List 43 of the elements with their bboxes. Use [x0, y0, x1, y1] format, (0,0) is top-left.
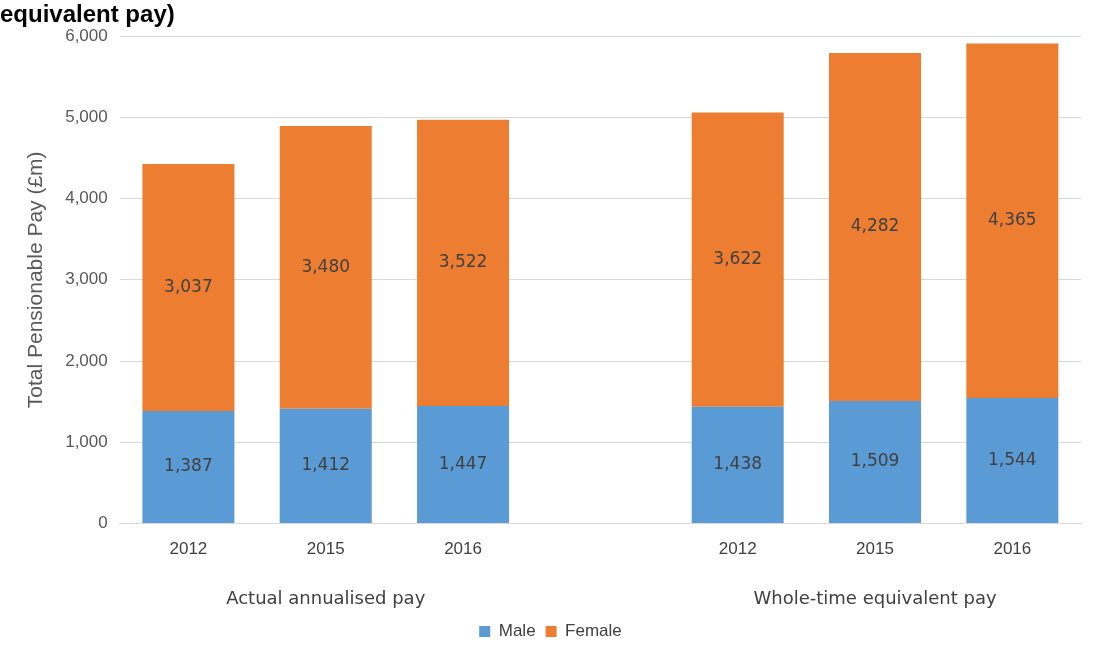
y-tick-label: 5,000: [65, 106, 108, 126]
bar: [417, 406, 510, 524]
legend-label: Female: [565, 621, 622, 641]
y-tick-label: 2,000: [65, 350, 108, 370]
data-label: 1,447: [438, 452, 488, 473]
bar: [417, 119, 510, 407]
y-tick-label: 3,000: [65, 269, 108, 289]
x-tick-label: 2012: [169, 539, 208, 559]
y-tick-label: 0: [98, 513, 108, 533]
data-label: 3,037: [164, 275, 213, 296]
x-tick-label: 2012: [718, 539, 757, 559]
bar: [966, 43, 1059, 399]
data-label: 1,509: [850, 450, 900, 471]
data-label: 1,387: [164, 455, 213, 476]
bar: [829, 400, 922, 524]
legend-label: Male: [498, 621, 536, 641]
bar: [829, 52, 922, 401]
data-label: 1,412: [301, 454, 351, 475]
x-tick-label: 2016: [993, 539, 1032, 559]
bar: [142, 164, 235, 411]
chart-title: equivalent pay): [0, 0, 175, 28]
y-axis-title: Total Pensionable Pay (£m): [23, 151, 47, 409]
data-label: 1,438: [713, 453, 763, 474]
data-label: 4,282: [850, 215, 900, 236]
data-label: 1,544: [988, 449, 1037, 470]
y-tick-label: 6,000: [65, 25, 108, 45]
x-tick-label: 2015: [856, 539, 894, 559]
data-label: 3,522: [438, 251, 488, 272]
text: Whole-time equivalent pay: [753, 586, 997, 608]
y-tick-label: 4,000: [65, 188, 108, 208]
data-label: 3,480: [301, 255, 351, 276]
x-tick-label: 2016: [444, 539, 482, 559]
y-tick-label: 1,000: [65, 432, 108, 452]
bar: [691, 112, 784, 407]
text: Actual annualised pay: [226, 586, 426, 608]
bar: [691, 406, 784, 524]
data-label: 3,622: [713, 247, 763, 268]
bar: [142, 410, 235, 524]
bar: [966, 398, 1059, 524]
bar: [279, 408, 372, 524]
bar: [279, 126, 372, 409]
x-tick-label: 2015: [306, 539, 345, 559]
data-label: 4,365: [988, 209, 1037, 230]
